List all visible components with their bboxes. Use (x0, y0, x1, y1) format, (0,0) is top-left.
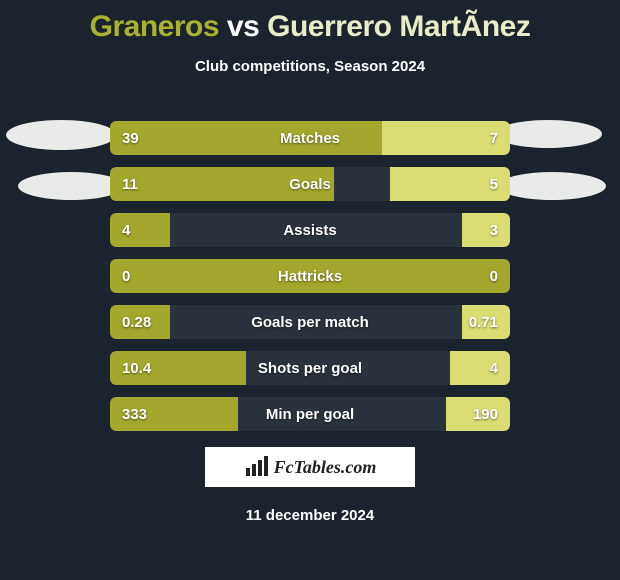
avatar-ellipse (494, 120, 602, 148)
brand-bars-icon (244, 456, 270, 478)
player1-name: Graneros (90, 10, 219, 43)
brand-badge: FcTables.com (205, 447, 415, 487)
stat-row: 0.280.71Goals per match (110, 305, 510, 339)
subtitle: Club competitions, Season 2024 (0, 58, 620, 75)
stat-label: Goals per match (110, 305, 510, 339)
stat-label: Matches (110, 121, 510, 155)
avatar-ellipse (6, 120, 116, 150)
stat-label: Shots per goal (110, 351, 510, 385)
player2-name: Guerrero MartÃ­nez (267, 10, 530, 43)
stat-label: Goals (110, 167, 510, 201)
brand-text: FcTables.com (274, 457, 377, 478)
stat-row: 333190Min per goal (110, 397, 510, 431)
stat-row: 10.44Shots per goal (110, 351, 510, 385)
vs-text: vs (227, 10, 259, 43)
stat-label: Min per goal (110, 397, 510, 431)
stat-row: 43Assists (110, 213, 510, 247)
stat-label: Hattricks (110, 259, 510, 293)
stat-row: 115Goals (110, 167, 510, 201)
avatar-ellipse (18, 172, 124, 200)
page-title: Graneros vs Guerrero MartÃ­nez (0, 0, 620, 44)
avatar-ellipse (498, 172, 606, 200)
stats-container: 397Matches 115Goals 43Assists 00Hattricks 0.… (110, 121, 510, 431)
stat-label: Assists (110, 213, 510, 247)
stat-row: 397Matches (110, 121, 510, 155)
footer-date: 11 december 2024 (0, 507, 620, 524)
stat-row: 00Hattricks (110, 259, 510, 293)
